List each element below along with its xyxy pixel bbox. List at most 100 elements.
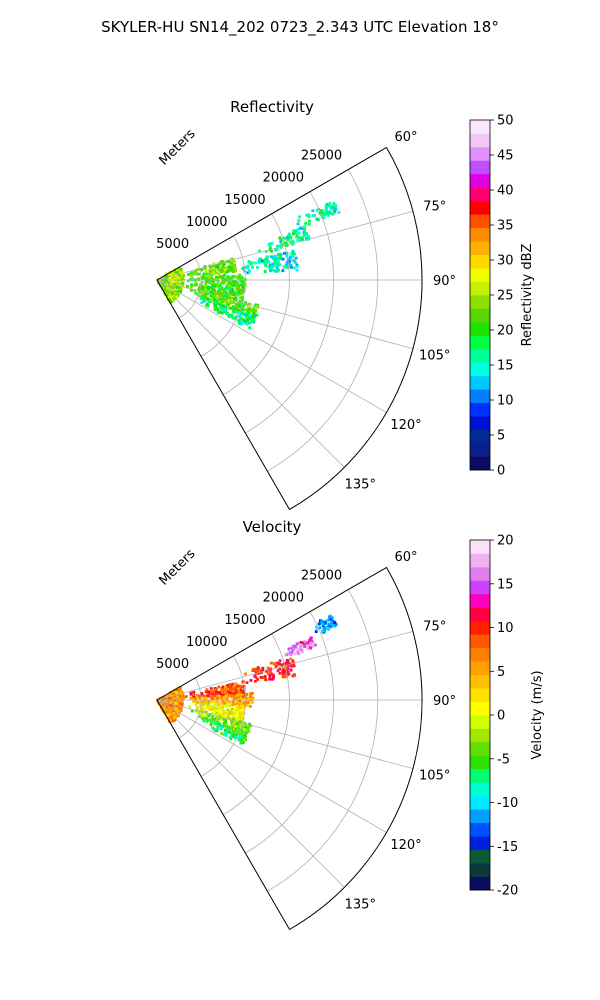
reflectivity-echo-cell <box>231 293 235 296</box>
reflectivity-echo-cell <box>171 296 174 299</box>
reflectivity-echo-cell <box>214 291 217 294</box>
reflectivity-echo-cell <box>253 306 257 310</box>
reflectivity-echo-cell <box>220 288 224 291</box>
reflectivity-echo-cell <box>175 277 179 281</box>
velocity-echo-cell <box>209 705 213 708</box>
reflectivity-echo-cell <box>280 238 283 242</box>
velocity-echo-cell <box>331 620 335 623</box>
reflectivity-colorbar-label: Reflectivity dBZ <box>520 244 535 347</box>
velocity-echo-cell <box>254 668 258 672</box>
velocity-echo-cell <box>248 724 252 727</box>
velocity-echo-cell <box>172 690 175 693</box>
reflectivity-echo-cell <box>223 268 227 272</box>
reflectivity-echo-cell <box>248 261 252 265</box>
velocity-echo-cell <box>215 697 219 701</box>
reflectivity-echo-cell <box>219 268 223 272</box>
velocity-echo-cell <box>204 696 208 700</box>
velocity-echo-cell <box>209 723 213 726</box>
reflectivity-echo-cell <box>168 285 172 289</box>
reflectivity-azimuth-spoke <box>156 211 414 281</box>
reflectivity-echo-cell <box>240 308 244 312</box>
reflectivity-echo-cell <box>281 257 285 261</box>
reflectivity-echo-cell <box>240 300 243 304</box>
velocity-echo-cell <box>234 725 238 728</box>
reflectivity-echo-region <box>199 296 257 330</box>
velocity-echo-cell <box>327 618 331 622</box>
reflectivity-echo-cell <box>232 309 236 313</box>
velocity-echo-cell <box>230 726 234 729</box>
reflectivity-azimuth-tick-label: 135° <box>345 477 376 492</box>
reflectivity-echo-cell <box>307 215 311 219</box>
velocity-echo-cell <box>231 691 235 695</box>
velocity-echo-cell <box>173 700 177 704</box>
velocity-range-ring <box>267 589 379 892</box>
reflectivity-colorbar-band <box>470 254 490 269</box>
reflectivity-echo-cell <box>217 276 221 279</box>
velocity-echo-cell <box>261 668 264 672</box>
reflectivity-echo-cell <box>165 275 169 279</box>
velocity-echo-cell <box>207 707 210 711</box>
velocity-echo-cell <box>216 727 219 731</box>
reflectivity-echo-cell <box>294 229 298 233</box>
velocity-echo-cell <box>230 720 233 724</box>
velocity-colorbar-band <box>470 741 490 756</box>
velocity-echo-cell <box>220 688 223 692</box>
reflectivity-echo-cell <box>167 287 170 290</box>
reflectivity-echo-cell <box>204 272 208 276</box>
velocity-echo-cell <box>229 690 233 694</box>
reflectivity-echo-cell <box>274 263 277 266</box>
reflectivity-echo-cell <box>170 291 174 295</box>
velocity-echo-cell <box>278 662 282 666</box>
reflectivity-range-ring <box>245 191 335 434</box>
velocity-echo-cell <box>289 668 293 672</box>
reflectivity-echo-cell <box>271 255 275 259</box>
reflectivity-azimuth-spoke <box>156 279 387 413</box>
velocity-echo-cell <box>170 691 173 695</box>
velocity-echo-cell <box>242 734 245 737</box>
velocity-echo-cell <box>224 734 228 737</box>
reflectivity-echo-cell <box>271 268 275 272</box>
reflectivity-echo-cell <box>221 270 225 273</box>
reflectivity-echo-cell <box>246 264 250 268</box>
reflectivity-echo-cell <box>270 242 274 245</box>
reflectivity-echo-cell <box>285 260 289 264</box>
reflectivity-echo-cell <box>215 299 219 303</box>
reflectivity-echo-cell <box>190 283 193 286</box>
velocity-echo-cell <box>228 684 231 687</box>
velocity-colorbar-band <box>470 580 490 595</box>
velocity-echo-cell <box>222 695 226 699</box>
velocity-echo-cell <box>283 675 287 679</box>
reflectivity-echo-cell <box>239 317 243 321</box>
reflectivity-echo-cell <box>194 280 198 284</box>
velocity-echo-cell <box>228 710 232 714</box>
velocity-echo-cell <box>210 718 213 722</box>
reflectivity-echo-field <box>156 201 341 330</box>
velocity-echo-cell <box>248 722 251 726</box>
velocity-echo-cell <box>174 705 178 709</box>
velocity-echo-cell <box>272 675 275 679</box>
reflectivity-echo-cell <box>243 312 247 316</box>
reflectivity-echo-cell <box>292 232 295 236</box>
reflectivity-echo-cell <box>201 284 204 288</box>
velocity-echo-cell <box>210 716 214 720</box>
reflectivity-echo-cell <box>176 271 179 275</box>
velocity-echo-cell <box>281 670 285 674</box>
reflectivity-colorbar-tick-label: 30 <box>497 254 514 269</box>
reflectivity-echo-cell <box>200 276 204 280</box>
reflectivity-echo-cell <box>291 249 295 253</box>
reflectivity-echo-cell <box>200 296 204 299</box>
reflectivity-echo-cell <box>179 290 182 294</box>
velocity-echo-cell <box>225 694 229 698</box>
velocity-echo-cell <box>221 699 225 703</box>
reflectivity-echo-cell <box>211 278 215 281</box>
reflectivity-echo-cell <box>217 287 221 291</box>
velocity-echo-cell <box>226 728 230 731</box>
velocity-echo-cell <box>189 692 193 696</box>
velocity-echo-cell <box>253 674 257 678</box>
reflectivity-echo-cell <box>169 287 173 291</box>
velocity-echo-cell <box>216 725 220 729</box>
reflectivity-echo-cell <box>285 251 289 255</box>
reflectivity-colorbar-band <box>470 402 490 417</box>
reflectivity-echo-cell <box>234 305 238 309</box>
velocity-range-tick-label: 20000 <box>263 591 304 606</box>
